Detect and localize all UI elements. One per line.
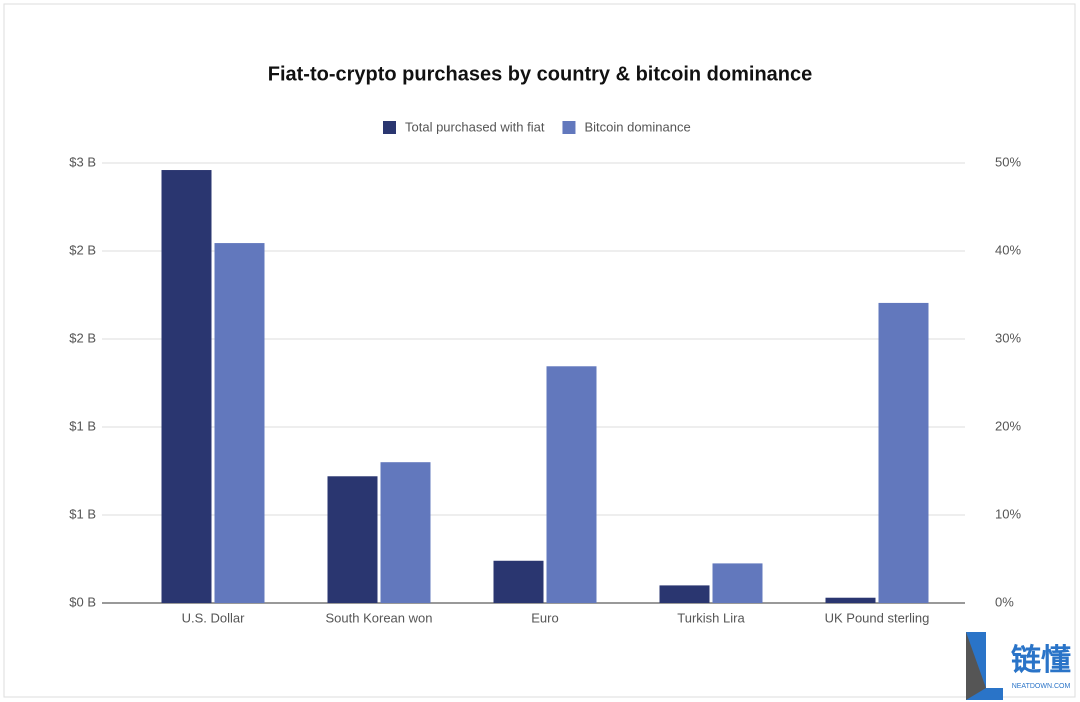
x-tick-label: Turkish Lira bbox=[677, 610, 745, 625]
x-tick-label: South Korean won bbox=[326, 610, 433, 625]
y-tick-label: $3 B bbox=[69, 154, 96, 169]
bar bbox=[327, 476, 378, 603]
y-tick-label: $1 B bbox=[69, 418, 96, 433]
x-tick-label: U.S. Dollar bbox=[182, 610, 246, 625]
legend-label: Bitcoin dominance bbox=[584, 119, 690, 134]
y2-tick-label: 40% bbox=[995, 242, 1021, 257]
bar bbox=[546, 366, 597, 603]
y-tick-label: $2 B bbox=[69, 242, 96, 257]
bar bbox=[825, 597, 876, 603]
chart-title: Fiat-to-crypto purchases by country & bi… bbox=[268, 63, 813, 85]
bar bbox=[214, 243, 265, 603]
y2-tick-label: 0% bbox=[995, 594, 1014, 609]
bar bbox=[380, 462, 431, 603]
bar bbox=[878, 302, 929, 603]
legend-label: Total purchased with fiat bbox=[405, 119, 545, 134]
bar bbox=[493, 560, 544, 603]
watermark-text: 链懂 bbox=[1011, 643, 1071, 677]
y-tick-label: $2 B bbox=[69, 330, 96, 345]
x-tick-label: UK Pound sterling bbox=[825, 610, 930, 625]
logo-shade bbox=[966, 632, 986, 700]
bar bbox=[659, 585, 710, 603]
y-tick-label: $1 B bbox=[69, 506, 96, 521]
x-tick-label: Euro bbox=[531, 610, 558, 625]
y2-tick-label: 50% bbox=[995, 154, 1021, 169]
legend-swatch bbox=[383, 121, 396, 134]
y-tick-label: $0 B bbox=[69, 594, 96, 609]
y2-tick-label: 30% bbox=[995, 330, 1021, 345]
logo: 链懂 NEATDOWN.COM bbox=[966, 632, 1071, 700]
bar bbox=[712, 563, 763, 603]
y2-tick-label: 10% bbox=[995, 506, 1021, 521]
watermark-site: NEATDOWN.COM bbox=[1012, 683, 1071, 690]
y2-tick-label: 20% bbox=[995, 418, 1021, 433]
legend-swatch bbox=[562, 121, 576, 134]
bar bbox=[161, 170, 212, 604]
